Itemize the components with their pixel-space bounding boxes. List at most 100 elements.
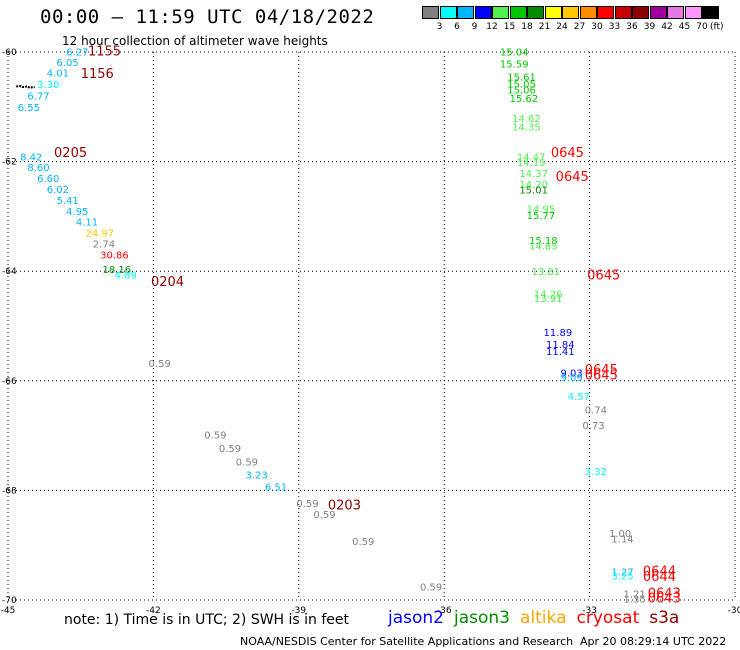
pass-time-label: 0204 (151, 275, 184, 290)
lon-tick-label: -30 (728, 606, 740, 616)
lon-tick-label: -39 (291, 606, 306, 616)
scale-swatch (702, 6, 719, 19)
wave-height-label: 14.62 (512, 114, 541, 125)
wave-height-label: 15.05 (507, 80, 536, 91)
wave-height-label: 8.42 (20, 153, 42, 164)
wave-height-label: 3.32 (585, 467, 607, 478)
scale-swatch (667, 6, 684, 19)
wave-height-label: 0.73 (582, 421, 604, 432)
wave-height-label: 15.18 (529, 236, 558, 247)
chart-subtitle: 12 hour collection of altimeter wave hei… (62, 34, 328, 48)
wave-height-label: 15.62 (510, 94, 539, 105)
wave-height-label: 11.41 (546, 347, 575, 358)
wave-height-label: 11.89 (544, 328, 573, 339)
map-grid (7, 51, 736, 601)
scale-label: 6 (454, 22, 460, 32)
scale-label: 21 (538, 22, 551, 32)
scale-swatch (544, 6, 562, 19)
scale-swatch (457, 6, 474, 19)
wave-height-label: 6.02 (47, 185, 69, 196)
lon-tick-label: -42 (146, 606, 161, 616)
scale-swatch (422, 6, 439, 19)
wave-height-label: 6.60 (37, 174, 59, 185)
wave-height-label: 15.01 (519, 185, 548, 196)
pass-time-label: 1155 (88, 44, 121, 59)
lon-tick-label: -45 (1, 606, 16, 616)
wave-height-label: 6.77 (27, 92, 49, 103)
scale-label: 30 (591, 22, 603, 32)
scale-swatch (492, 6, 509, 19)
wave-height-label: 1.14 (611, 534, 633, 545)
wave-height-label: 24.97 (86, 229, 115, 240)
pass-time-label: 0645 (556, 170, 589, 185)
wave-height-label: 9.09 (561, 373, 583, 384)
scale-swatch (579, 6, 597, 19)
scale-swatch (597, 6, 614, 19)
wave-height-label: 0.74 (585, 406, 607, 417)
scale-label: 24 (556, 22, 568, 32)
scale-swatch (614, 6, 632, 19)
wave-height-label: 15.06 (507, 86, 536, 97)
satellite-name: jason3 (454, 608, 510, 628)
wave-height-label: 0.59 (204, 430, 226, 441)
scale-label: 33 (608, 22, 621, 32)
scale-label: 70 (696, 22, 708, 32)
scale-unit: (ft) (710, 22, 724, 32)
footer-note: note: 1) Time is in UTC; 2) SWH is in fe… (64, 612, 350, 628)
wave-height-label: 14.20 (519, 180, 548, 191)
wave-height-label: 0.59 (236, 458, 258, 469)
pass-time-label: 0645 (587, 268, 620, 283)
wave-height-label: 11.84 (546, 340, 575, 351)
wave-height-label: 14.95 (527, 205, 556, 216)
scale-label: 3 (436, 22, 443, 32)
lat-tick-label: -68 (2, 486, 17, 496)
wave-height-label: 6.27 (66, 47, 88, 58)
wave-height-label: 14.26 (534, 290, 563, 301)
wave-height-label: 18.16 (103, 265, 132, 276)
wave-height-label: 0.59 (352, 537, 374, 548)
wave-height-label: 0.59 (219, 444, 241, 455)
scale-swatch (649, 6, 667, 19)
scale-swatch (439, 6, 457, 19)
lon-tick-label: -36 (437, 606, 452, 616)
scale-swatch (632, 6, 649, 19)
wave-height-label: 14.85 (529, 241, 558, 252)
scale-label: 45 (678, 22, 691, 32)
lat-tick-label: -62 (2, 158, 17, 168)
pass-time-label: 0644 (643, 564, 676, 579)
wave-height-label: 6.05 (56, 58, 78, 69)
wave-height-label: 3.30 (37, 80, 59, 91)
satellite-name: jason2 (388, 608, 444, 628)
observation-labels: 6.276.054.013.306.776.55 8.428.606.606.02… (18, 47, 646, 605)
scale-label: 18 (521, 22, 533, 32)
wave-height-label: 0.59 (420, 583, 442, 594)
chart-title: 00:00 – 11:59 UTC 04/18/2022 (40, 6, 375, 28)
wave-height-label: 1.35 (624, 595, 646, 606)
scale-label: 36 (626, 22, 638, 32)
time-labels: 1155115602050204020306450645064506450645… (54, 44, 681, 606)
lat-tick-label: -70 (2, 596, 17, 606)
wave-height-label: 13.91 (534, 294, 563, 305)
wave-height-label: 8.60 (27, 163, 49, 174)
satellite-legend: jason2 jason3 altika cryosat s3a (388, 608, 689, 628)
satellite-name: altika (520, 608, 567, 628)
scale-label: 15 (503, 22, 516, 32)
lon-tick-label: -33 (582, 606, 597, 616)
scale-label: 9 (471, 22, 478, 32)
scale-label: 12 (486, 22, 498, 32)
pass-time-label: 0645 (585, 369, 618, 384)
wave-height-label: 15.77 (527, 211, 556, 222)
wave-height-label: 1.21 (624, 589, 646, 600)
wave-height-label: 5.41 (56, 196, 78, 207)
wave-height-label: 14.37 (519, 169, 548, 180)
wave-height-label: 4.11 (76, 218, 98, 229)
pass-time-label: 0645 (585, 363, 618, 378)
pass-time-label: 0644 (643, 570, 676, 585)
scale-swatch (474, 6, 492, 19)
satellite-name: cryosat (576, 608, 640, 628)
wave-height-label: 0.59 (149, 359, 171, 370)
wave-height-label: 1.27 (611, 567, 633, 578)
scale-swatch (684, 6, 702, 19)
pass-time-label: 0643 (648, 592, 681, 607)
